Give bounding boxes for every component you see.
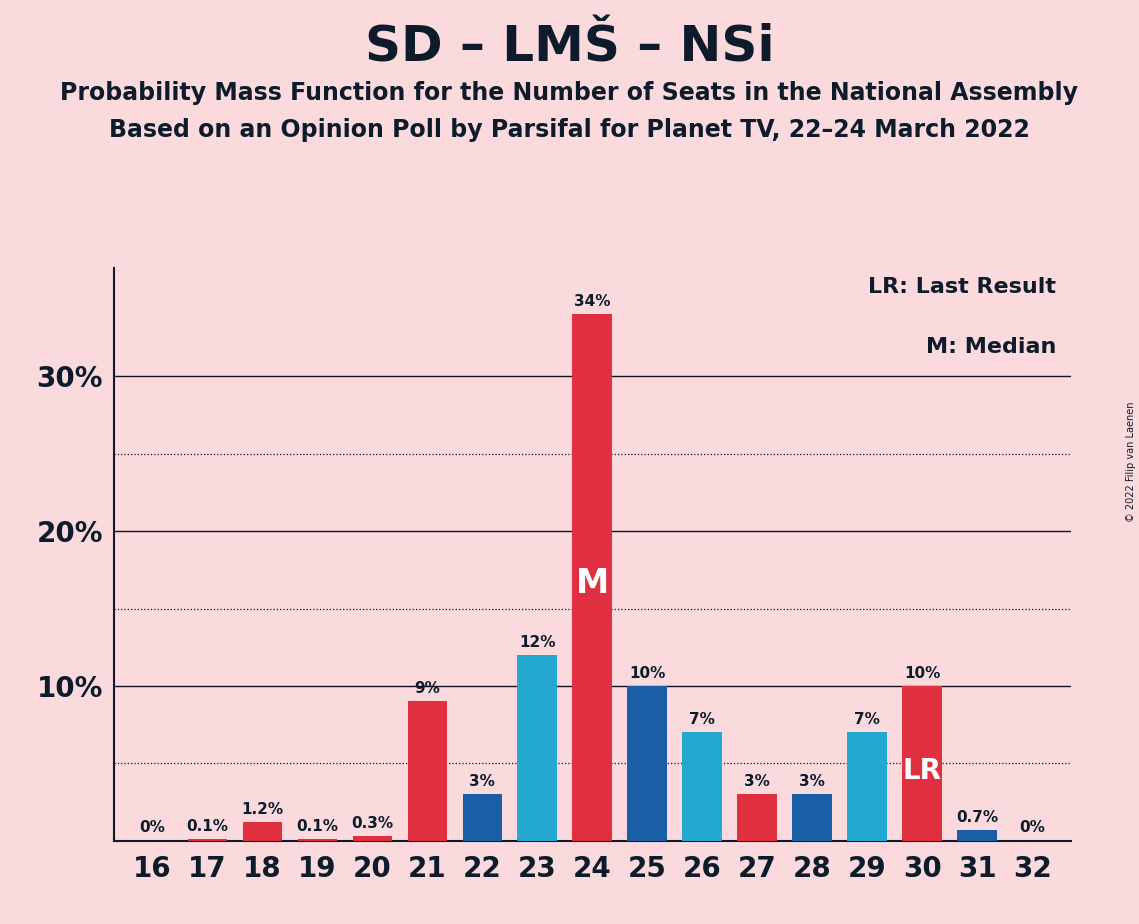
Text: 3%: 3% [469, 774, 495, 789]
Bar [573, 314, 612, 841]
Bar [958, 830, 997, 841]
Bar [297, 839, 337, 841]
Bar [682, 733, 722, 841]
Bar [628, 686, 667, 841]
Text: Probability Mass Function for the Number of Seats in the National Assembly: Probability Mass Function for the Number… [60, 81, 1079, 105]
Text: 34%: 34% [574, 294, 611, 309]
Bar [408, 701, 448, 841]
Text: 9%: 9% [415, 681, 441, 696]
Text: 12%: 12% [519, 635, 556, 650]
Text: 0.3%: 0.3% [351, 816, 393, 831]
Text: LR: LR [903, 757, 942, 785]
Text: 7%: 7% [689, 712, 715, 727]
Text: 0.1%: 0.1% [187, 819, 229, 833]
Bar [353, 836, 392, 841]
Bar [737, 795, 777, 841]
Text: 1.2%: 1.2% [241, 802, 284, 817]
Bar [462, 795, 502, 841]
Text: 3%: 3% [800, 774, 825, 789]
Text: © 2022 Filip van Laenen: © 2022 Filip van Laenen [1126, 402, 1136, 522]
Text: 0.1%: 0.1% [296, 819, 338, 833]
Text: Based on an Opinion Poll by Parsifal for Planet TV, 22–24 March 2022: Based on an Opinion Poll by Parsifal for… [109, 118, 1030, 142]
Text: M: M [575, 566, 609, 600]
Text: 3%: 3% [744, 774, 770, 789]
Text: 10%: 10% [904, 665, 941, 681]
Text: SD – LMŠ – NSi: SD – LMŠ – NSi [364, 23, 775, 71]
Bar [243, 822, 282, 841]
Text: 7%: 7% [854, 712, 880, 727]
Bar [902, 686, 942, 841]
Text: M: Median: M: Median [926, 336, 1056, 357]
Bar [847, 733, 887, 841]
Bar [517, 655, 557, 841]
Text: 0%: 0% [139, 821, 165, 835]
Bar [188, 839, 227, 841]
Bar [793, 795, 831, 841]
Text: LR: Last Result: LR: Last Result [868, 276, 1056, 297]
Text: 10%: 10% [629, 665, 665, 681]
Text: 0%: 0% [1019, 821, 1046, 835]
Text: 0.7%: 0.7% [956, 809, 998, 824]
